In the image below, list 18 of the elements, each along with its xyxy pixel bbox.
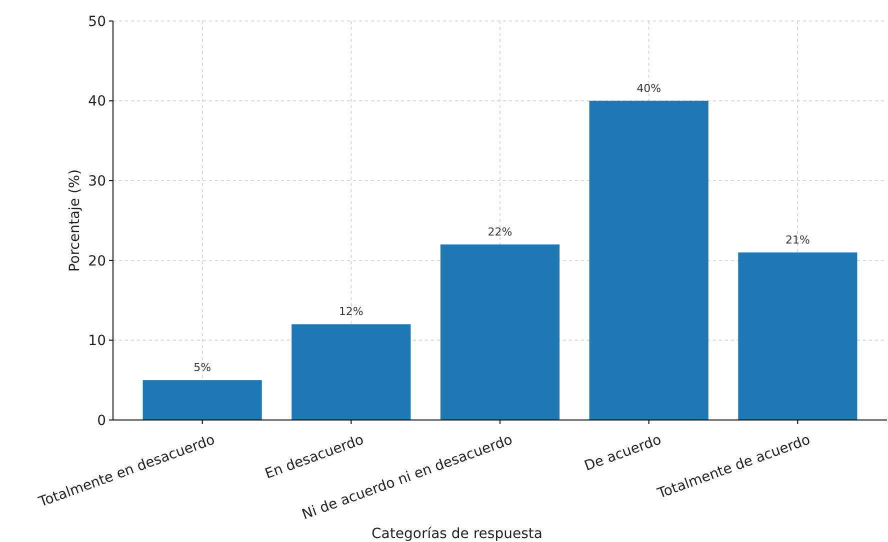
data-label: 22%: [488, 225, 512, 238]
bar: [738, 252, 858, 420]
y-tick-label: 50: [88, 14, 106, 30]
bar: [440, 244, 560, 420]
y-tick-label: 10: [88, 333, 106, 350]
bar: [589, 100, 708, 420]
y-tick-label: 0: [97, 412, 106, 429]
bar: [292, 324, 411, 420]
x-axis-title: Categorías de respuesta: [372, 526, 542, 542]
data-label: 12%: [338, 305, 364, 318]
bar: [142, 380, 262, 420]
y-tick-label: 20: [88, 253, 106, 270]
y-tick-label: 40: [88, 94, 106, 110]
y-axis-title: Porcentaje (%): [67, 169, 83, 272]
data-label: 21%: [785, 233, 810, 246]
data-label: 40%: [636, 82, 662, 95]
y-tick-label: 30: [88, 174, 106, 190]
data-label: 5%: [194, 361, 212, 374]
